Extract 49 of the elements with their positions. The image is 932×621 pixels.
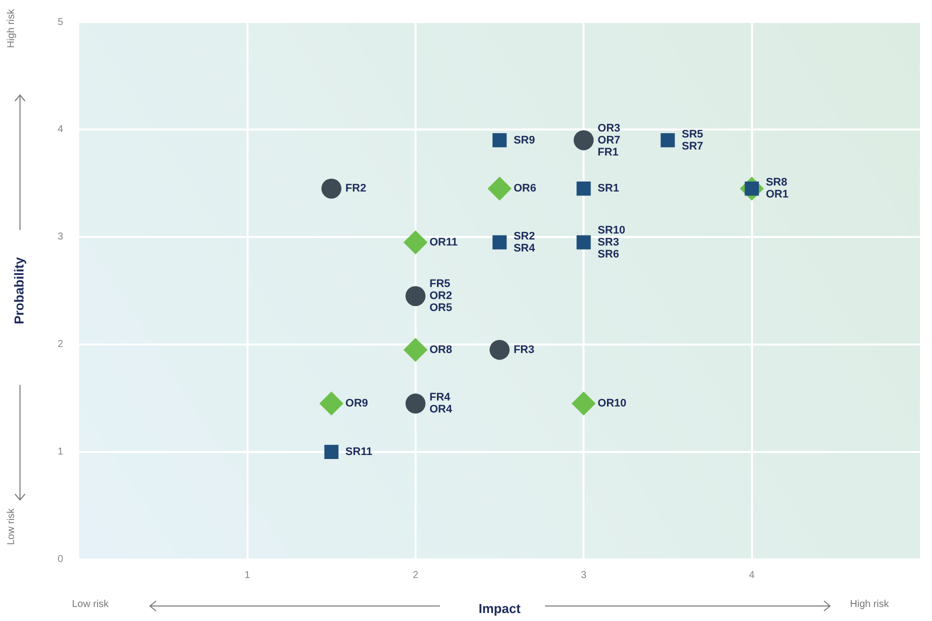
text: High risk <box>6 9 17 48</box>
text: Low risk <box>6 508 17 545</box>
point <box>576 182 591 196</box>
annotation: OR10 <box>598 398 626 410</box>
x-tick-label: 3 <box>580 570 587 582</box>
point <box>660 133 675 148</box>
point <box>405 394 426 414</box>
annotation: SR10 SR3 SR6 <box>598 224 626 260</box>
point <box>488 176 512 201</box>
annotation: FR5 OR2 OR5 <box>429 278 452 314</box>
x-tick-label: 1 <box>244 570 251 582</box>
x-tick-label: 2 <box>412 570 419 582</box>
annotation: SR8 OR1 <box>766 176 788 201</box>
point <box>321 178 342 199</box>
annotation: OR8 <box>429 344 452 356</box>
annotation: FR2 <box>345 182 366 195</box>
point <box>319 392 344 416</box>
annotation: FR3 <box>514 344 534 356</box>
y-tick-label: 0 <box>58 554 64 566</box>
y-tick-label: 4 <box>58 124 64 136</box>
annotation: SR2 SR4 <box>514 230 536 254</box>
x-axis-title: Impact <box>478 600 522 616</box>
point <box>572 392 596 416</box>
y-tick-label: 2 <box>58 339 64 350</box>
y-axis-title: Probability <box>11 256 26 324</box>
point <box>574 130 594 150</box>
annotation: OR11 <box>429 236 458 248</box>
point <box>576 235 591 250</box>
annotation: OR3 OR7 FR1 <box>598 122 620 158</box>
annotation: FR4 OR4 <box>429 392 453 416</box>
annotation: SR1 <box>598 182 620 195</box>
x-tick-label: 4 <box>749 570 756 582</box>
point <box>492 235 507 250</box>
y-tick-label: 1 <box>58 446 64 458</box>
annotation: SR11 <box>345 446 372 458</box>
text: Low risk <box>72 599 109 610</box>
text: High risk <box>850 599 889 610</box>
annotation: OR6 <box>514 182 536 195</box>
annotation: SR5 SR7 <box>682 128 704 152</box>
annotation: OR9 <box>345 398 368 410</box>
point <box>492 133 507 148</box>
point <box>324 444 338 459</box>
point <box>490 340 510 360</box>
y-tick-label: 3 <box>58 232 64 243</box>
point <box>405 286 426 306</box>
point <box>403 230 428 254</box>
annotation: SR9 <box>514 134 535 146</box>
point <box>403 338 428 362</box>
y-tick-label: 5 <box>58 16 64 28</box>
